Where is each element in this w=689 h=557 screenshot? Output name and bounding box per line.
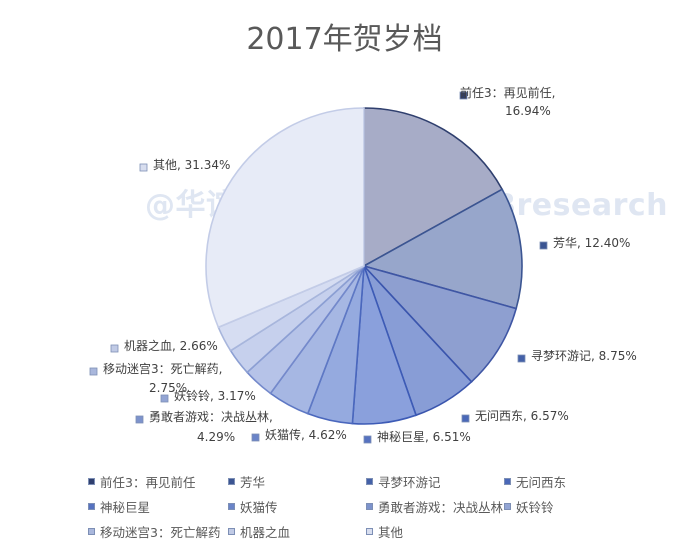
data-label-value: 2.75% bbox=[149, 381, 187, 395]
legend-label: 芳华 bbox=[240, 475, 266, 490]
legend-swatch bbox=[366, 503, 373, 510]
data-label-marker bbox=[160, 394, 169, 403]
legend-swatch bbox=[228, 503, 235, 510]
legend-item: 神秘巨星 bbox=[88, 497, 150, 516]
legend-swatch bbox=[88, 528, 95, 535]
data-label: 勇敢者游戏：决战丛林, bbox=[149, 410, 273, 424]
data-label: 妖猫传, 4.62% bbox=[265, 427, 347, 442]
legend-item: 其他 bbox=[366, 522, 403, 541]
pie-slice bbox=[205, 107, 365, 329]
data-label-value: 16.94% bbox=[505, 104, 551, 118]
data-label-value: 4.29% bbox=[197, 430, 235, 444]
data-label-marker bbox=[539, 241, 548, 250]
legend-swatch bbox=[228, 528, 235, 535]
legend-item: 妖猫传 bbox=[228, 497, 278, 516]
pie-slice bbox=[361, 264, 518, 383]
legend-item: 机器之血 bbox=[228, 522, 290, 541]
data-label-marker bbox=[251, 433, 260, 442]
data-label-marker bbox=[459, 91, 468, 100]
data-label: 前任3：再见前任, bbox=[460, 85, 555, 100]
data-label: 芳华, 12.40% bbox=[553, 236, 630, 250]
pie-slice bbox=[363, 107, 504, 268]
legend-label: 寻梦环游记 bbox=[378, 475, 441, 490]
legend-swatch bbox=[366, 528, 373, 535]
data-label: 移动迷宫3：死亡解药, bbox=[103, 361, 222, 376]
legend-label: 移动迷宫3：死亡解药 bbox=[100, 525, 221, 540]
data-label-marker bbox=[461, 414, 470, 423]
legend-item: 勇敢者游戏：决战丛林 bbox=[366, 497, 503, 516]
data-label: 其他, 31.34% bbox=[153, 158, 230, 172]
legend-item: 移动迷宫3：死亡解药 bbox=[88, 522, 220, 541]
chart-title: 2017年贺岁档 bbox=[246, 22, 443, 57]
data-label: 无问西东, 6.57% bbox=[475, 409, 569, 423]
legend-swatch bbox=[504, 478, 511, 485]
data-label-marker bbox=[139, 163, 148, 172]
data-label-marker bbox=[135, 415, 144, 424]
data-label: 机器之血, 2.66% bbox=[124, 339, 218, 353]
legend-swatch bbox=[504, 503, 511, 510]
legend-label: 勇敢者游戏：决战丛林 bbox=[378, 500, 504, 515]
legend-item: 妖铃铃 bbox=[504, 497, 554, 516]
legend-item: 寻梦环游记 bbox=[366, 472, 441, 491]
legend-item: 前任3：再见前任 bbox=[88, 472, 195, 491]
data-label-marker bbox=[363, 435, 372, 444]
data-label-marker bbox=[89, 367, 98, 376]
legend-swatch bbox=[366, 478, 373, 485]
legend-item: 无问西东 bbox=[504, 472, 566, 491]
data-label-marker bbox=[110, 344, 119, 353]
pie-slice bbox=[361, 188, 523, 310]
legend-label: 机器之血 bbox=[240, 525, 291, 540]
legend-item: 芳华 bbox=[228, 472, 265, 491]
legend-swatch bbox=[88, 478, 95, 485]
legend-label: 其他 bbox=[378, 525, 404, 540]
legend-label: 无问西东 bbox=[516, 475, 567, 490]
legend-swatch bbox=[228, 478, 235, 485]
legend-label: 前任3：再见前任 bbox=[100, 475, 196, 490]
data-label: 寻梦环游记, 8.75% bbox=[531, 349, 637, 363]
legend-label: 妖铃铃 bbox=[516, 500, 554, 515]
data-label-marker bbox=[517, 354, 526, 363]
legend-swatch bbox=[88, 503, 95, 510]
legend-label: 妖猫传 bbox=[240, 500, 278, 515]
pie-chart: 前任3：再见前任, 16.94% 芳华, 12.40% 寻梦环游记, 8.75% 无问西… bbox=[89, 85, 637, 444]
data-label: 妖铃铃, 3.17% bbox=[174, 388, 256, 403]
data-label: 神秘巨星, 6.51% bbox=[377, 430, 471, 444]
legend-label: 神秘巨星 bbox=[100, 500, 151, 515]
